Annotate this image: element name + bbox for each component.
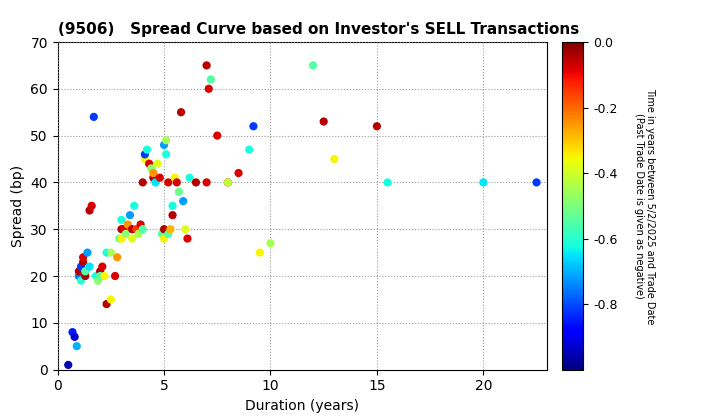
- Point: [79, 268, 91, 275]
- Point: [174, 189, 185, 195]
- Point: [328, 156, 340, 163]
- Point: [167, 202, 179, 209]
- Point: [135, 221, 146, 228]
- Point: [116, 235, 127, 242]
- Point: [171, 179, 183, 186]
- Point: [243, 146, 255, 153]
- Point: [265, 240, 276, 247]
- Point: [145, 165, 157, 172]
- Point: [158, 235, 170, 242]
- Point: [181, 235, 193, 242]
- Point: [73, 273, 85, 279]
- Point: [254, 249, 266, 256]
- Point: [73, 268, 85, 275]
- Point: [105, 296, 117, 303]
- Point: [154, 174, 166, 181]
- Point: [126, 235, 138, 242]
- Point: [130, 226, 142, 233]
- Point: [67, 329, 78, 336]
- Point: [148, 170, 159, 176]
- Point: [371, 123, 382, 130]
- Point: [86, 202, 97, 209]
- Point: [184, 174, 195, 181]
- Point: [205, 76, 217, 83]
- Point: [163, 231, 174, 237]
- Point: [84, 263, 95, 270]
- Point: [148, 174, 159, 181]
- Point: [141, 146, 153, 153]
- Point: [71, 343, 83, 349]
- Point: [79, 273, 91, 279]
- Point: [132, 231, 144, 237]
- Point: [116, 216, 127, 223]
- Point: [76, 277, 87, 284]
- Point: [114, 235, 125, 242]
- Point: [101, 301, 112, 307]
- Point: [531, 179, 542, 186]
- Point: [126, 226, 138, 233]
- Point: [248, 123, 259, 130]
- Point: [120, 231, 132, 237]
- Point: [94, 268, 106, 275]
- Point: [201, 179, 212, 186]
- Point: [169, 174, 181, 181]
- Point: [190, 179, 202, 186]
- Point: [163, 179, 174, 186]
- Point: [137, 226, 148, 233]
- Point: [125, 212, 136, 218]
- Point: [92, 277, 104, 284]
- Point: [128, 202, 140, 209]
- Point: [94, 273, 106, 279]
- Point: [101, 249, 112, 256]
- Point: [69, 333, 81, 340]
- Point: [203, 85, 215, 92]
- Point: [175, 109, 186, 116]
- Point: [179, 226, 191, 233]
- Point: [143, 160, 155, 167]
- Point: [109, 273, 121, 279]
- Point: [122, 221, 134, 228]
- Point: [177, 198, 189, 205]
- Point: [84, 207, 95, 214]
- Point: [118, 226, 130, 233]
- Point: [116, 226, 127, 233]
- Text: Time in years between 5/2/2025 and Trade Date
(Past Trade Date is given as negat: Time in years between 5/2/2025 and Trade…: [634, 88, 655, 324]
- Point: [212, 132, 223, 139]
- Point: [233, 170, 244, 176]
- Point: [167, 212, 179, 218]
- Point: [158, 142, 170, 148]
- Point: [156, 231, 168, 237]
- Point: [165, 226, 176, 233]
- Point: [81, 249, 93, 256]
- Point: [112, 254, 123, 261]
- Point: [76, 263, 87, 270]
- Point: [158, 226, 170, 233]
- Point: [139, 151, 150, 158]
- Y-axis label: Spread (bp): Spread (bp): [11, 165, 24, 247]
- Point: [105, 249, 117, 256]
- Point: [152, 160, 163, 167]
- Point: [161, 151, 172, 158]
- Point: [222, 179, 234, 186]
- Point: [63, 362, 74, 368]
- Point: [201, 62, 212, 69]
- Point: [137, 179, 148, 186]
- Point: [96, 263, 108, 270]
- Point: [318, 118, 330, 125]
- Point: [307, 62, 319, 69]
- Point: [382, 179, 393, 186]
- Point: [150, 179, 161, 186]
- Point: [88, 113, 99, 120]
- Point: [77, 259, 89, 265]
- Point: [90, 273, 102, 279]
- Point: [99, 273, 110, 279]
- X-axis label: Duration (years): Duration (years): [246, 399, 359, 413]
- Point: [161, 137, 172, 144]
- Text: (9506)   Spread Curve based on Investor's SELL Transactions: (9506) Spread Curve based on Investor's …: [58, 22, 579, 37]
- Point: [222, 179, 234, 186]
- Point: [77, 254, 89, 261]
- Point: [477, 179, 489, 186]
- Point: [139, 156, 150, 163]
